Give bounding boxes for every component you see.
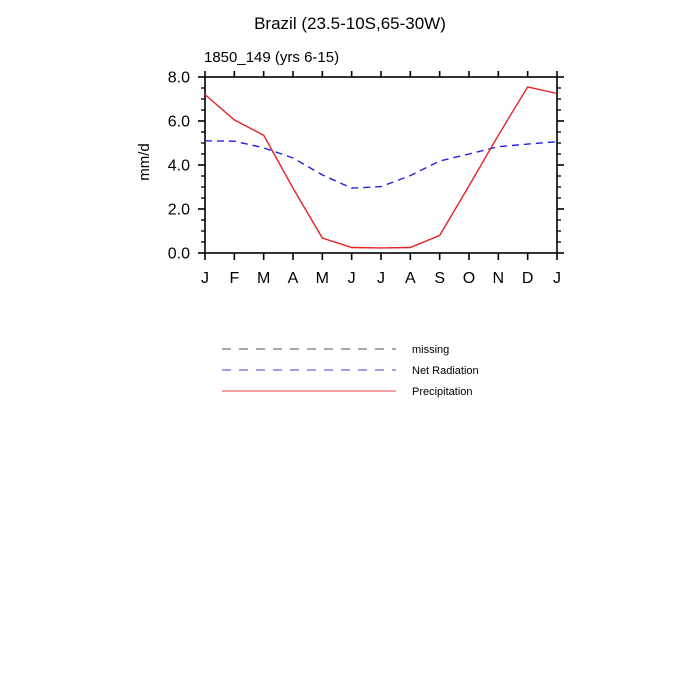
x-tick-label: S bbox=[434, 270, 445, 287]
x-tick-label: J bbox=[377, 270, 385, 287]
x-tick-label: O bbox=[463, 270, 475, 287]
chart-subtitle: 1850_149 (yrs 6-15) bbox=[204, 49, 340, 66]
x-tick-label: A bbox=[288, 270, 299, 287]
x-tick-label: J bbox=[348, 270, 356, 287]
x-tick-label: J bbox=[201, 270, 209, 287]
x-tick-label: J bbox=[553, 270, 561, 287]
legend-label-net-radiation: Net Radiation bbox=[412, 365, 479, 377]
x-tick-label: M bbox=[257, 270, 270, 287]
legend-label-precipitation: Precipitation bbox=[412, 386, 473, 398]
x-tick-label: F bbox=[229, 270, 239, 287]
x-tick-label: N bbox=[493, 270, 505, 287]
net-radiation-line bbox=[204, 140, 558, 189]
legend-label-missing: missing bbox=[412, 344, 449, 356]
y-tick-label: 0.0 bbox=[168, 246, 190, 263]
y-tick-label: 2.0 bbox=[168, 202, 190, 219]
y-tick-label: 4.0 bbox=[168, 158, 190, 175]
chart-title: Brazil (23.5-10S,65-30W) bbox=[254, 14, 446, 33]
x-tick-label: M bbox=[316, 270, 329, 287]
y-tick-label: 8.0 bbox=[168, 70, 190, 87]
x-tick-label: D bbox=[522, 270, 534, 287]
y-tick-label: 6.0 bbox=[168, 114, 190, 131]
x-tick-label: A bbox=[405, 270, 416, 287]
precipitation-line bbox=[204, 86, 558, 249]
plot-frame bbox=[204, 76, 558, 254]
